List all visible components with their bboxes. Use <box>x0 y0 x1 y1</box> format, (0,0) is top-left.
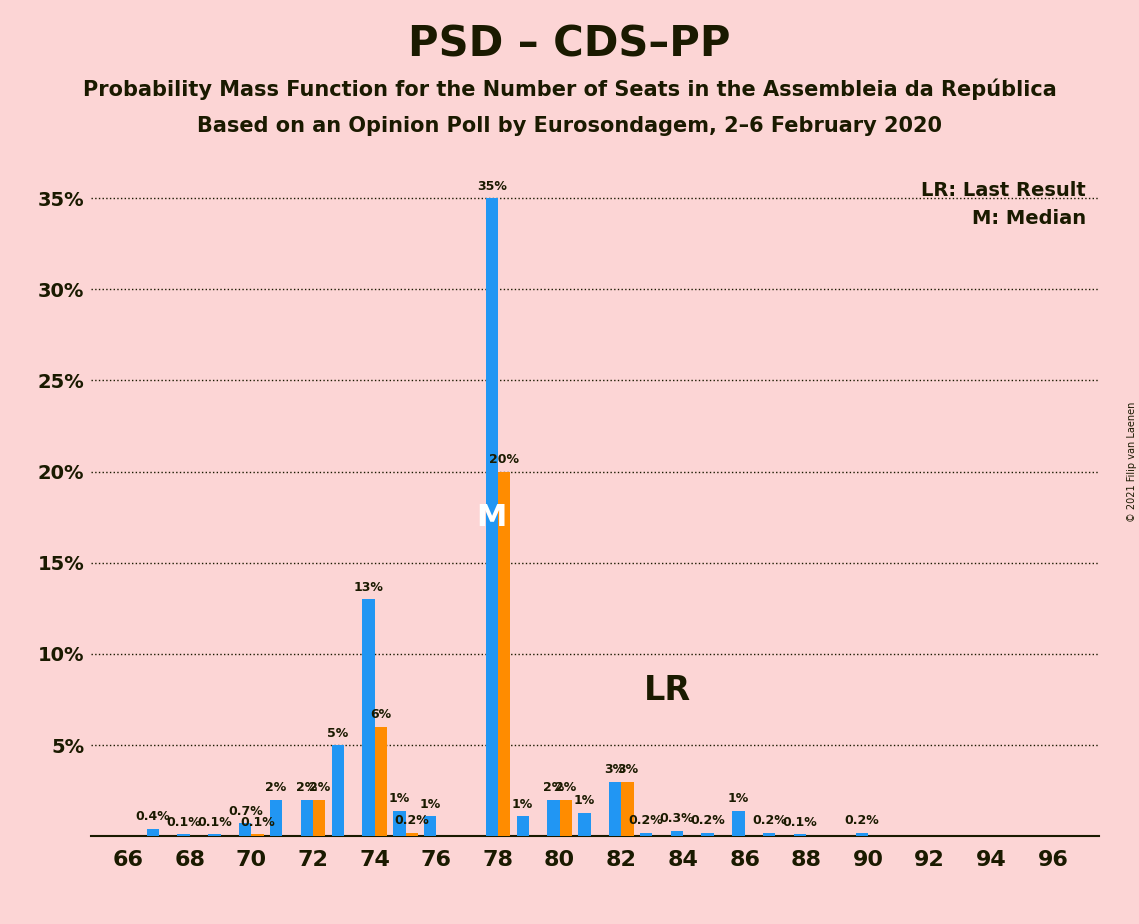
Text: 1%: 1% <box>728 792 749 805</box>
Bar <box>393 810 405 836</box>
Text: Probability Mass Function for the Number of Seats in the Assembleia da República: Probability Mass Function for the Number… <box>83 79 1056 100</box>
Text: 1%: 1% <box>574 794 595 807</box>
Bar <box>702 833 714 836</box>
Text: 3%: 3% <box>605 763 625 776</box>
Bar <box>252 834 264 836</box>
Text: 0.1%: 0.1% <box>240 816 274 829</box>
Text: PSD – CDS–PP: PSD – CDS–PP <box>408 23 731 65</box>
Bar <box>548 800 559 836</box>
Bar <box>794 834 806 836</box>
Bar <box>375 727 387 836</box>
Text: 3%: 3% <box>617 763 638 776</box>
Bar <box>331 745 344 836</box>
Bar <box>498 471 510 836</box>
Bar <box>763 833 776 836</box>
Text: 1%: 1% <box>388 792 410 805</box>
Text: 0.2%: 0.2% <box>844 814 879 827</box>
Bar <box>313 800 326 836</box>
Text: 2%: 2% <box>265 782 287 795</box>
Text: 0.3%: 0.3% <box>659 812 694 825</box>
Text: 0.1%: 0.1% <box>197 816 232 829</box>
Text: LR: Last Result: LR: Last Result <box>921 180 1085 200</box>
Text: LR: LR <box>644 674 691 707</box>
Text: 0.2%: 0.2% <box>752 814 787 827</box>
Bar <box>485 198 498 836</box>
Text: 6%: 6% <box>370 709 392 722</box>
Bar <box>178 834 190 836</box>
Bar <box>147 829 159 836</box>
Bar <box>424 816 436 836</box>
Bar <box>239 823 252 836</box>
Text: M: M <box>477 503 507 531</box>
Text: 13%: 13% <box>353 581 384 594</box>
Bar <box>405 833 418 836</box>
Text: 20%: 20% <box>489 453 519 466</box>
Text: 2%: 2% <box>555 782 576 795</box>
Bar <box>516 816 528 836</box>
Text: 1%: 1% <box>419 797 441 810</box>
Bar <box>208 834 221 836</box>
Bar <box>609 782 622 836</box>
Bar <box>301 800 313 836</box>
Bar <box>622 782 633 836</box>
Text: 2%: 2% <box>296 782 318 795</box>
Bar <box>579 812 590 836</box>
Bar <box>559 800 572 836</box>
Text: 5%: 5% <box>327 726 349 739</box>
Bar <box>270 800 282 836</box>
Text: M: Median: M: Median <box>972 209 1085 228</box>
Text: 0.1%: 0.1% <box>166 816 200 829</box>
Bar <box>362 600 375 836</box>
Text: 0.2%: 0.2% <box>394 814 429 827</box>
Bar <box>855 833 868 836</box>
Text: 2%: 2% <box>309 782 330 795</box>
Text: © 2021 Filip van Laenen: © 2021 Filip van Laenen <box>1126 402 1137 522</box>
Text: 0.2%: 0.2% <box>690 814 726 827</box>
Text: 1%: 1% <box>513 797 533 810</box>
Text: Based on an Opinion Poll by Eurosondagem, 2–6 February 2020: Based on an Opinion Poll by Eurosondagem… <box>197 116 942 136</box>
Text: 35%: 35% <box>477 179 507 193</box>
Text: 2%: 2% <box>543 782 564 795</box>
Bar <box>640 833 653 836</box>
Bar <box>732 810 745 836</box>
Text: 0.1%: 0.1% <box>782 816 818 829</box>
Text: 0.2%: 0.2% <box>629 814 663 827</box>
Text: 0.4%: 0.4% <box>136 810 170 823</box>
Text: 0.7%: 0.7% <box>228 805 263 818</box>
Bar <box>671 831 683 836</box>
